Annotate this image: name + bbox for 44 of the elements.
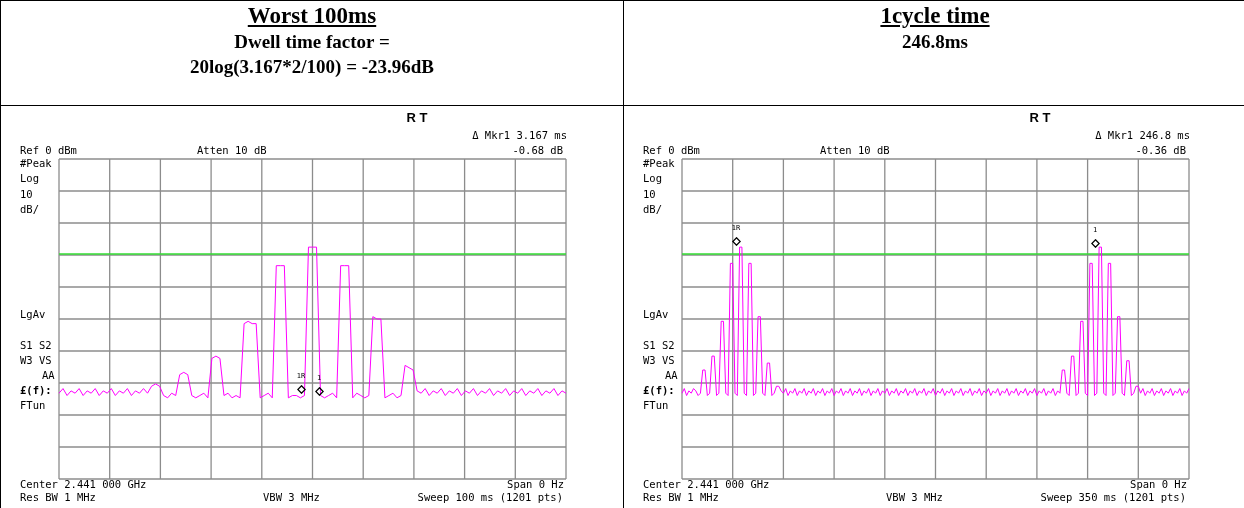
text: -0.36 dB — [1135, 143, 1186, 157]
text: -0.68 dB — [512, 143, 563, 157]
text: Δ Mkr1 246.8 ms — [1095, 128, 1190, 142]
text: 10 — [643, 187, 656, 201]
text: Log — [643, 171, 662, 185]
text: Res BW 1 MHz — [643, 490, 719, 504]
text: AA — [42, 368, 55, 382]
text: R T — [406, 110, 428, 125]
text: Sweep 100 ms (1201 pts) — [417, 490, 563, 504]
text: Δ Mkr1 3.167 ms — [472, 128, 567, 142]
text: W3 VS — [643, 353, 675, 367]
chart-title: Worst 100ms — [246, 2, 378, 29]
text: VBW 3 MHz — [263, 490, 320, 504]
chart-subtitle: 246.8ms — [901, 30, 969, 54]
text: #Peak — [643, 156, 675, 170]
text: VBW 3 MHz — [886, 490, 943, 504]
text: Res BW 1 MHz — [20, 490, 96, 504]
text: FTun — [643, 398, 669, 412]
text: £(f): — [643, 383, 675, 397]
text: S1 S2 — [643, 338, 675, 352]
text: W3 VS — [20, 353, 52, 367]
text: £(f): — [20, 383, 52, 397]
annotation: Center 2.441 000 GHz — [20, 477, 147, 491]
chart-subtitle: Dwell time factor = 20log(3.167*2/100) = -23.96dB — [188, 30, 436, 79]
text: S1 S2 — [20, 338, 52, 352]
text: R T — [1029, 110, 1051, 125]
text: LgAv — [643, 307, 669, 321]
text: Sweep 350 ms (1201 pts) — [1040, 490, 1186, 504]
text: LgAv — [20, 307, 46, 321]
annotation: Span 0 Hz — [1130, 477, 1187, 491]
chart-title: 1cycle time — [879, 2, 991, 29]
annotation: Center 2.441 000 GHz — [643, 477, 770, 491]
text: Ref 0 dBm — [643, 143, 700, 157]
text: FTun — [20, 398, 46, 412]
text: dB/ — [643, 202, 662, 216]
text: Atten 10 dB — [197, 143, 267, 157]
text: #Peak — [20, 156, 52, 170]
text: AA — [665, 368, 678, 382]
text: Ref 0 dBm — [20, 143, 77, 157]
annotation: Span 0 Hz — [507, 477, 564, 491]
text: 10 — [20, 187, 33, 201]
text: dB/ — [20, 202, 39, 216]
text: Log — [20, 171, 39, 185]
text: Atten 10 dB — [820, 143, 890, 157]
